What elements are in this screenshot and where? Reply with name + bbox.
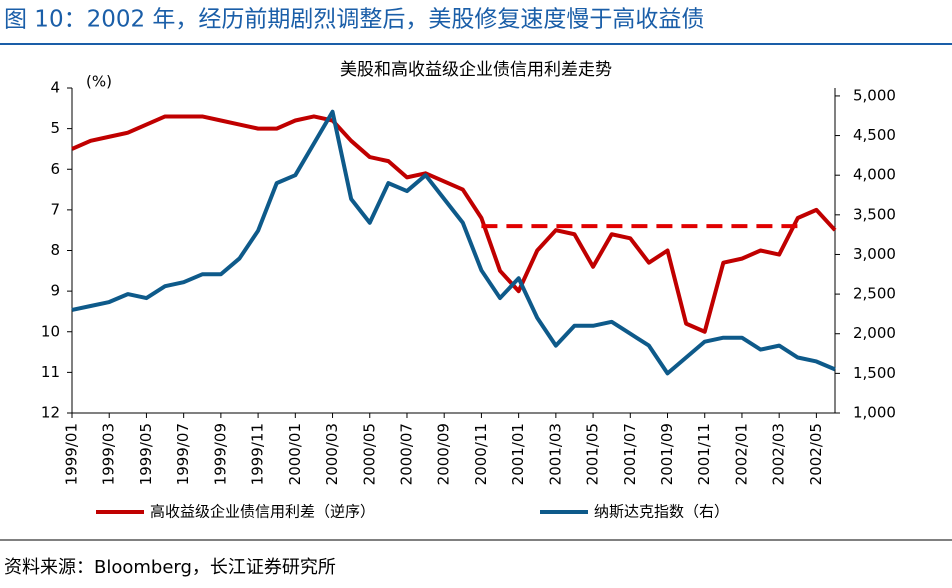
y-tick-label: 7 (50, 200, 60, 218)
y2-tick-label: 3,000 (853, 245, 896, 263)
chart-title: 美股和高收益级企业债信用利差走势 (340, 60, 612, 80)
y2-tick-label: 4,500 (853, 126, 896, 144)
y-tick-label: 5 (50, 119, 60, 137)
x-tick-label: 2001/01 (509, 423, 527, 485)
y2-tick-label: 1,000 (853, 404, 896, 422)
x-tick-label: 2001/09 (658, 423, 676, 485)
legend-label: 高收益级企业债信用利差（逆序） (150, 503, 375, 521)
x-tick-label: 2000/05 (360, 423, 378, 485)
x-tick-label: 1999/07 (174, 423, 192, 485)
figure-title: 图 10：2002 年，经历前期剧烈调整后，美股修复速度慢于高收益债 (4, 7, 704, 33)
y-tick-label: 8 (50, 241, 60, 259)
y2-tick-label: 1,500 (853, 364, 896, 382)
series-line (71, 114, 837, 334)
x-tick-label: 2000/01 (286, 423, 304, 485)
y-unit: (%) (86, 73, 112, 91)
x-tick-label: 2000/11 (472, 423, 490, 485)
x-tick-label: 1999/03 (100, 423, 118, 485)
x-tick-label: 2000/03 (323, 423, 341, 485)
x-tick-label: 2000/07 (397, 423, 415, 485)
x-tick-label: 2002/01 (732, 423, 750, 485)
x-tick-label: 1999/11 (249, 423, 267, 485)
y2-tick-label: 2,000 (853, 324, 896, 342)
series-line (71, 109, 836, 376)
source: 资料来源：Bloomberg，长江证券研究所 (4, 557, 336, 578)
y-tick-label: 4 (50, 79, 60, 97)
y-tick-label: 12 (41, 404, 60, 422)
x-tick-label: 1999/05 (137, 423, 155, 485)
y2-tick-label: 2,500 (853, 285, 896, 303)
x-tick-label: 2002/03 (770, 423, 788, 485)
legend-label: 纳斯达克指数（右） (594, 503, 729, 521)
x-tick-label: 2001/05 (584, 423, 602, 485)
x-tick-label: 2001/07 (621, 423, 639, 485)
y-tick-label: 11 (41, 363, 60, 381)
x-tick-label: 2002/05 (807, 423, 825, 485)
x-tick-label: 1999/09 (211, 423, 229, 485)
x-tick-label: 1999/01 (63, 423, 81, 485)
x-tick-label: 2000/09 (435, 423, 453, 485)
x-tick-label: 2001/11 (695, 423, 713, 485)
y2-tick-label: 4,000 (853, 166, 896, 184)
y-tick-label: 9 (50, 282, 60, 300)
y2-tick-label: 5,000 (853, 86, 896, 104)
x-tick-label: 2001/03 (546, 423, 564, 485)
y-tick-label: 10 (41, 322, 60, 340)
y-tick-label: 6 (50, 160, 60, 178)
y2-tick-label: 3,500 (853, 205, 896, 223)
